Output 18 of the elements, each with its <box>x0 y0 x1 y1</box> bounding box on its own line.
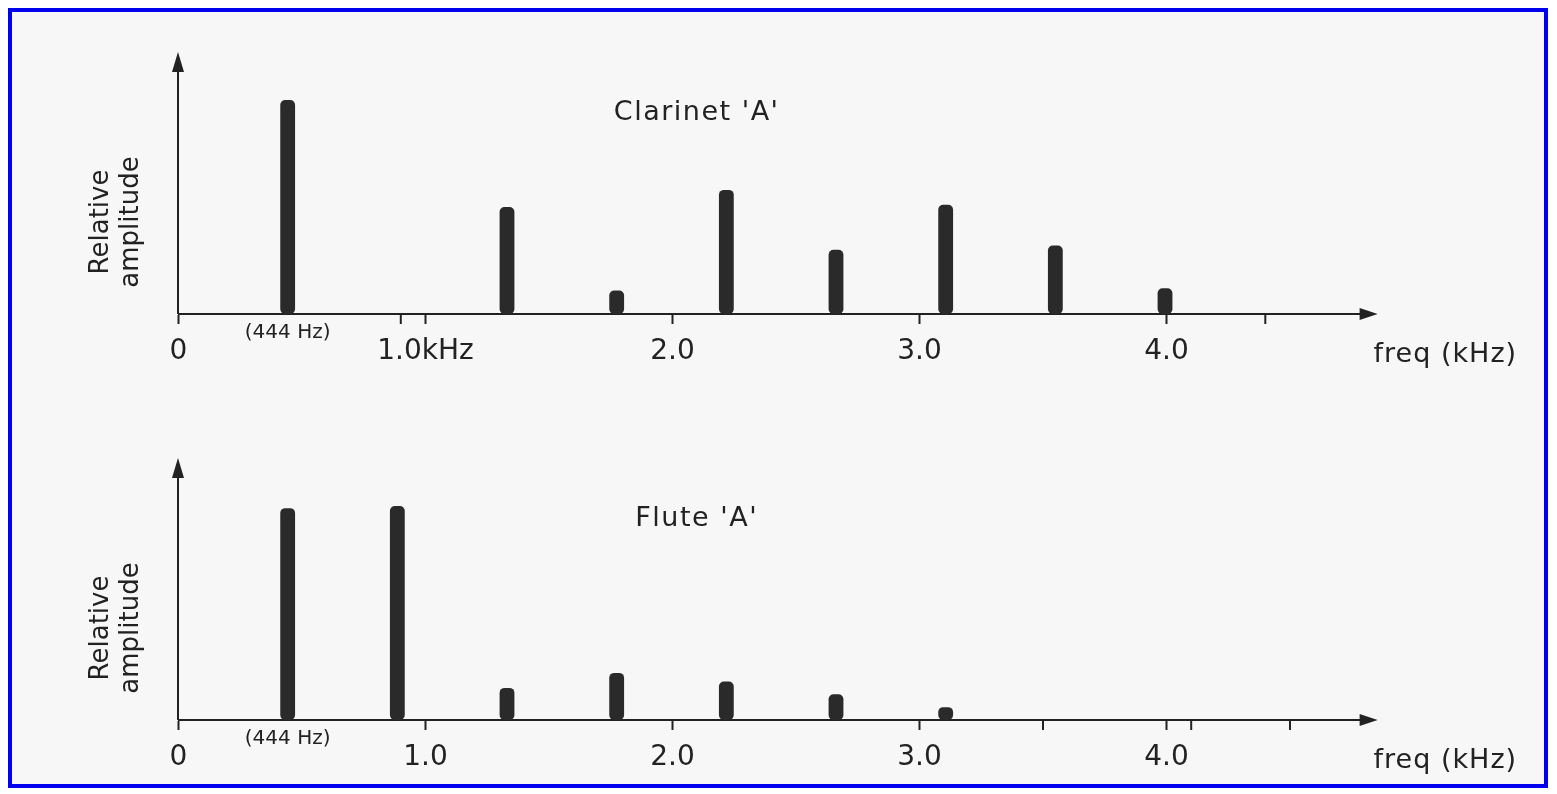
x-tick-label: 2.0 <box>650 332 695 366</box>
x-tick-label: 0 <box>169 332 188 366</box>
x-tick-label: 1.0kHz <box>377 332 474 366</box>
chart-title: Clarinet 'A' <box>613 95 780 126</box>
x-axis-title: freq (kHz) <box>1373 337 1518 368</box>
x-tick-label: 3.0 <box>897 332 942 366</box>
x-tick-label: 4.0 <box>1144 738 1189 772</box>
annotation: (444 Hz) <box>244 319 331 343</box>
y-axis-title: Relative amplitude <box>84 156 144 288</box>
y-axis-title: Relative amplitude <box>84 562 144 694</box>
x-tick-label: 2.0 <box>650 738 695 772</box>
x-axis-title: freq (kHz) <box>1373 743 1518 774</box>
x-tick-label: 0 <box>169 738 188 772</box>
chart-title: Flute 'A' <box>635 501 759 532</box>
x-tick-label: 3.0 <box>897 738 942 772</box>
x-tick-label: 1.0 <box>403 738 448 772</box>
x-tick-label: 4.0 <box>1144 332 1189 366</box>
annotation: (444 Hz) <box>244 725 331 749</box>
